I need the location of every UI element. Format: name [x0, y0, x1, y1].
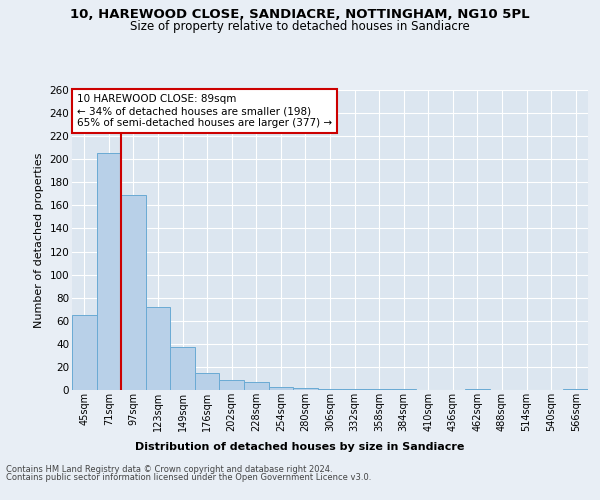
- Text: 10 HAREWOOD CLOSE: 89sqm
← 34% of detached houses are smaller (198)
65% of semi-: 10 HAREWOOD CLOSE: 89sqm ← 34% of detach…: [77, 94, 332, 128]
- Bar: [195, 372, 220, 390]
- Bar: [367, 389, 391, 390]
- Bar: [563, 389, 588, 390]
- Bar: [391, 389, 416, 390]
- Bar: [72, 315, 97, 390]
- Bar: [342, 389, 367, 390]
- Bar: [244, 382, 269, 390]
- Y-axis label: Number of detached properties: Number of detached properties: [34, 152, 44, 328]
- Bar: [465, 389, 490, 390]
- Bar: [146, 307, 170, 390]
- Bar: [97, 154, 121, 390]
- Bar: [293, 388, 318, 390]
- Bar: [269, 386, 293, 390]
- Bar: [121, 195, 146, 390]
- Text: Contains public sector information licensed under the Open Government Licence v3: Contains public sector information licen…: [6, 472, 371, 482]
- Text: Distribution of detached houses by size in Sandiacre: Distribution of detached houses by size …: [136, 442, 464, 452]
- Bar: [220, 380, 244, 390]
- Bar: [170, 348, 195, 390]
- Bar: [318, 389, 342, 390]
- Text: Size of property relative to detached houses in Sandiacre: Size of property relative to detached ho…: [130, 20, 470, 33]
- Text: 10, HAREWOOD CLOSE, SANDIACRE, NOTTINGHAM, NG10 5PL: 10, HAREWOOD CLOSE, SANDIACRE, NOTTINGHA…: [70, 8, 530, 20]
- Text: Contains HM Land Registry data © Crown copyright and database right 2024.: Contains HM Land Registry data © Crown c…: [6, 465, 332, 474]
